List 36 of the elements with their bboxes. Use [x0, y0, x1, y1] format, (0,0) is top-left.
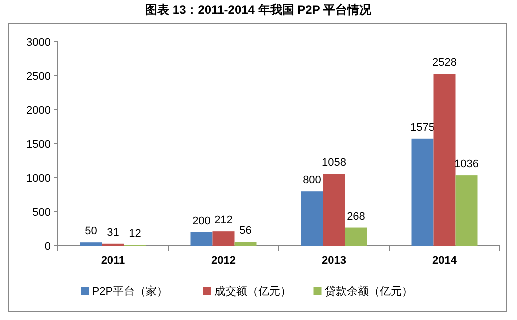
y-tick-label: 2000 — [26, 105, 51, 117]
y-tick-label: 3000 — [26, 37, 51, 49]
legend-label: 成交额（亿元） — [214, 285, 292, 298]
bar — [434, 74, 456, 246]
x-tick-label: 2011 — [101, 255, 126, 267]
bar — [323, 174, 346, 246]
data-label: 12 — [129, 228, 142, 240]
data-label: 800 — [303, 174, 322, 187]
data-label: 50 — [85, 226, 98, 238]
y-tick-label: 2500 — [26, 71, 51, 83]
y-tick-label: 1500 — [26, 139, 51, 151]
bar — [80, 242, 102, 246]
data-label: 2528 — [432, 57, 457, 70]
data-label: 200 — [192, 215, 211, 228]
chart-title: 图表 13：2011-2014 年我国 P2P 平台情况 — [146, 3, 372, 17]
data-label: 56 — [240, 225, 252, 238]
legend-label: 贷款余额（亿元） — [324, 285, 413, 298]
data-label: 1575 — [410, 122, 435, 134]
x-tick-label: 2012 — [212, 255, 236, 267]
x-tick-label: 2013 — [322, 255, 346, 267]
y-tick-label: 0 — [44, 241, 51, 253]
bar — [234, 242, 257, 246]
bar — [190, 232, 213, 246]
data-label: 268 — [347, 210, 366, 223]
data-label: 31 — [107, 226, 120, 239]
bar — [212, 232, 235, 246]
data-label: 1058 — [322, 157, 346, 170]
bar — [301, 192, 324, 246]
bar — [456, 176, 478, 246]
y-tick-label: 1000 — [26, 173, 51, 185]
legend-label: P2P平台（家） — [92, 285, 168, 298]
bar — [345, 228, 368, 246]
x-tick-label: 2014 — [432, 255, 458, 267]
bar — [412, 138, 434, 246]
y-tick-label: 500 — [32, 207, 51, 219]
data-label: 212 — [214, 214, 233, 227]
